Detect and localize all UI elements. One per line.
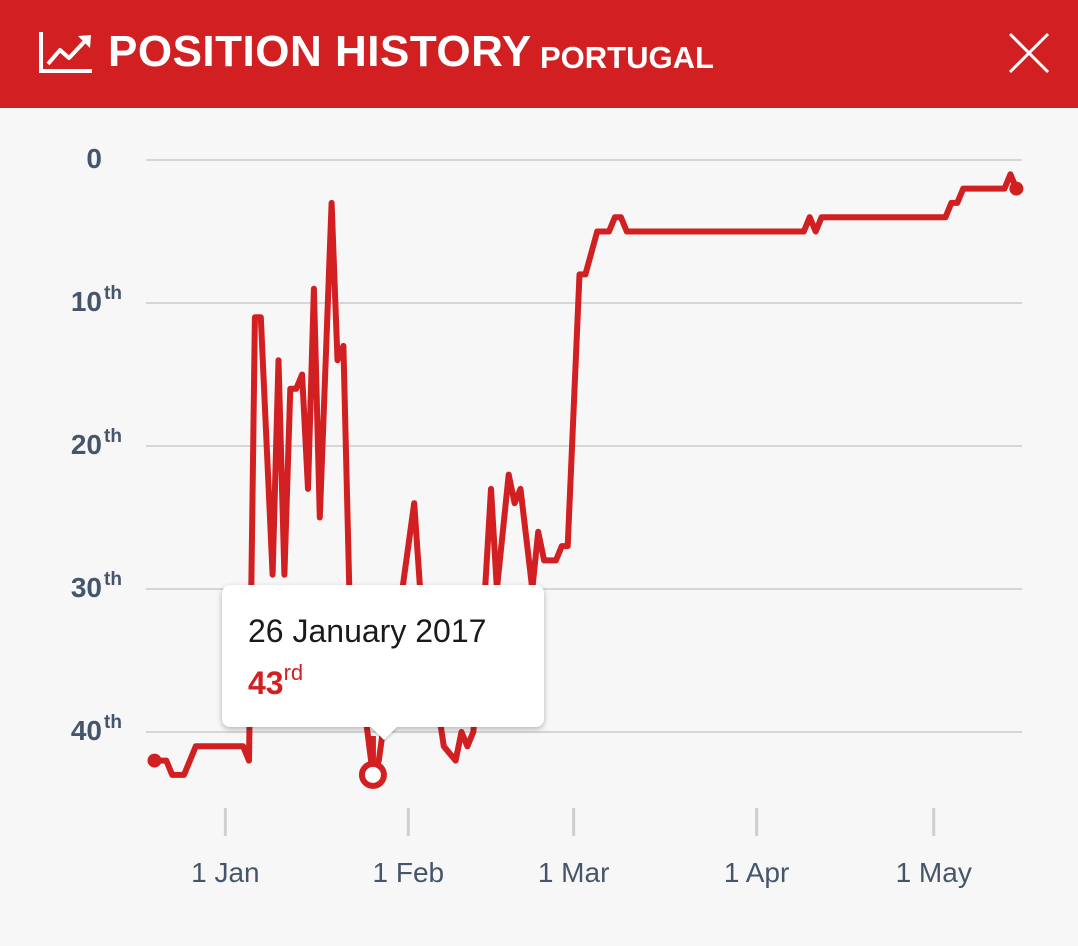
y-tick-suffix-30: th: [104, 569, 122, 590]
y-tick-label-0: 0: [86, 143, 102, 174]
tooltip-rank-number: 43: [248, 665, 284, 701]
close-icon[interactable]: [1006, 30, 1052, 76]
tooltip-arrow: [370, 726, 398, 740]
x-axis: 1 Jan 1 Feb 1 Mar 1 Apr 1 May: [191, 808, 972, 888]
y-tick-suffix-40: th: [104, 712, 122, 733]
tooltip-date: 26 January 2017: [248, 613, 487, 649]
trending-up-icon: [39, 32, 92, 73]
page-title: POSITION HISTORY: [108, 27, 532, 76]
y-tick-label-20: 20: [71, 429, 102, 460]
tooltip-rank: 43rd: [248, 660, 303, 702]
series-start-point: [147, 753, 162, 768]
y-tick-suffix-20: th: [104, 426, 122, 447]
x-tick-label-1 Jan: 1 Jan: [191, 857, 260, 888]
header-bar: POSITION HISTORY PORTUGAL: [0, 0, 1078, 108]
y-tick-suffix-10: th: [104, 283, 122, 304]
highlight-point[interactable]: [358, 760, 387, 789]
tooltip: 26 January 2017 43rd: [222, 585, 544, 740]
y-tick-label-40: 40: [71, 715, 102, 746]
tooltip-rank-suffix: rd: [283, 660, 304, 685]
x-tick-label-1 Feb: 1 Feb: [373, 857, 445, 888]
series-end-point: [1009, 181, 1024, 196]
y-tick-label-10: 10: [71, 286, 102, 317]
x-tick-label-1 Mar: 1 Mar: [538, 857, 610, 888]
x-tick-label-1 Apr: 1 Apr: [724, 857, 789, 888]
series-group: [147, 171, 1024, 789]
page-subtitle: PORTUGAL: [540, 40, 714, 75]
x-tick-label-1 May: 1 May: [896, 857, 972, 888]
y-tick-label-30: 30: [71, 572, 102, 603]
series-line-0: [151, 171, 1020, 778]
